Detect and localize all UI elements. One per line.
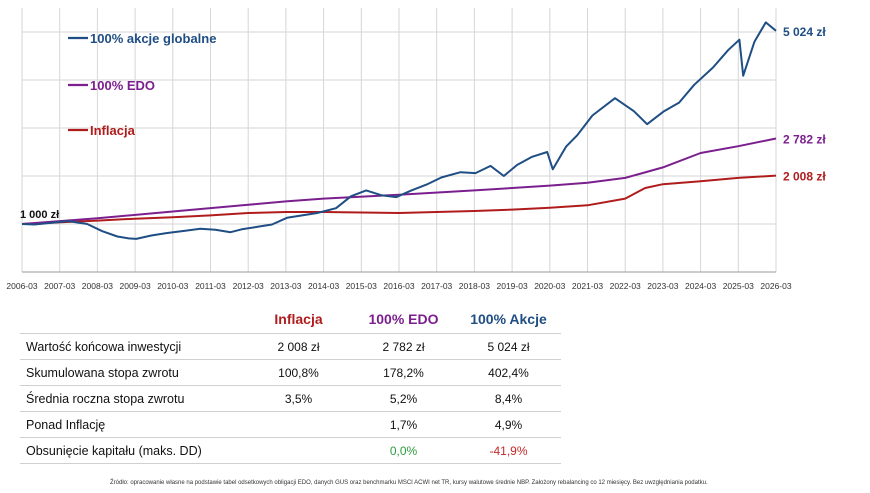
- cell-inflacja: [246, 411, 351, 438]
- header-inflacja: Inflacja: [274, 311, 323, 327]
- x-tick-label: 2023-03: [647, 281, 678, 291]
- cell-inflacja: 2 008 zł: [246, 333, 351, 360]
- cell-edo-drawdown: 0,0%: [351, 437, 456, 464]
- row-label: Średnia roczna stopa zwrotu: [20, 385, 246, 412]
- table-row: Skumulowana stopa zwrotu 100,8% 178,2% 4…: [20, 359, 561, 386]
- source-note: Źródło: opracowanie własne na podstawie …: [110, 480, 708, 486]
- row-label: Skumulowana stopa zwrotu: [20, 359, 246, 386]
- x-tick-label: 2008-03: [82, 281, 113, 291]
- cell-edo: 2 782 zł: [351, 333, 456, 360]
- legend-label: Inflacja: [90, 123, 136, 138]
- legend-label: 100% EDO: [90, 78, 155, 93]
- start-value-label: 1 000 zł: [20, 209, 59, 221]
- x-tick-label: 2012-03: [233, 281, 264, 291]
- cell-inflacja: [246, 437, 351, 464]
- x-tick-label: 2019-03: [496, 281, 527, 291]
- x-tick-label: 2009-03: [119, 281, 150, 291]
- series-line-global: [21, 21, 777, 240]
- x-tick-label: 2016-03: [383, 281, 414, 291]
- row-label: Wartość końcowa inwestycji: [20, 333, 246, 360]
- header-akcje: 100% Akcje: [470, 311, 547, 327]
- x-tick-label: 2015-03: [346, 281, 377, 291]
- cell-inflacja: 100,8%: [246, 359, 351, 386]
- cell-inflacja: 3,5%: [246, 385, 351, 412]
- end-value-label: 2 782 zł: [783, 132, 826, 146]
- cell-akcje: 4,9%: [456, 411, 561, 438]
- summary-table: Inflacja 100% EDO 100% Akcje Wartość koń…: [20, 305, 561, 464]
- table-corner: [20, 305, 246, 334]
- x-tick-label: 2025-03: [723, 281, 754, 291]
- row-label: Ponad Inflację: [20, 411, 246, 438]
- x-tick-label: 2021-03: [572, 281, 603, 291]
- x-tick-label: 2007-03: [44, 281, 75, 291]
- series-line-inflation: [21, 174, 777, 225]
- x-tick-label: 2006-03: [6, 281, 37, 291]
- x-tick-label: 2024-03: [685, 281, 716, 291]
- legend-label: 100% akcje globalne: [90, 31, 216, 46]
- cell-edo: 5,2%: [351, 385, 456, 412]
- x-tick-label: 2013-03: [270, 281, 301, 291]
- x-tick-label: 2020-03: [534, 281, 565, 291]
- cell-akcje: 8,4%: [456, 385, 561, 412]
- x-tick-label: 2014-03: [308, 281, 339, 291]
- cell-akcje: 5 024 zł: [456, 333, 561, 360]
- x-tick-label: 2018-03: [459, 281, 490, 291]
- x-tick-label: 2011-03: [195, 281, 226, 291]
- end-value-label: 5 024 zł: [783, 25, 826, 39]
- header-edo: 100% EDO: [368, 311, 439, 327]
- table-row: Średnia roczna stopa zwrotu 3,5% 5,2% 8,…: [20, 385, 561, 412]
- cell-edo: 1,7%: [351, 411, 456, 438]
- end-value-label: 2 008 zł: [783, 170, 826, 184]
- table-row: Ponad Inflację 1,7% 4,9%: [20, 411, 561, 438]
- line-chart: 2006-03 2007-03 2008-03 2009-03 2010-03 2011-…: [6, 8, 826, 291]
- series-line-edo: [21, 137, 777, 225]
- cell-akcje-drawdown: -41,9%: [456, 437, 561, 464]
- x-tick-label: 2010-03: [157, 281, 188, 291]
- x-tick-label: 2026-03: [760, 281, 791, 291]
- cell-edo: 178,2%: [351, 359, 456, 386]
- table-header-row: Inflacja 100% EDO 100% Akcje: [20, 305, 561, 334]
- table-row: Wartość końcowa inwestycji 2 008 zł 2 78…: [20, 333, 561, 360]
- x-tick-label: 2017-03: [421, 281, 452, 291]
- row-label: Obsunięcie kapitału (maks. DD): [20, 437, 246, 464]
- x-tick-label: 2022-03: [610, 281, 641, 291]
- cell-akcje: 402,4%: [456, 359, 561, 386]
- table-row: Obsunięcie kapitału (maks. DD) 0,0% -41,…: [20, 437, 561, 464]
